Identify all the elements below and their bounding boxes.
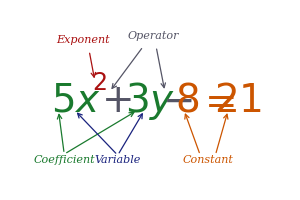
- Text: $8$: $8$: [175, 82, 199, 120]
- Text: $2$: $2$: [92, 71, 107, 95]
- Text: Coefficient: Coefficient: [33, 155, 95, 165]
- Text: $5x$: $5x$: [52, 82, 101, 120]
- Text: Operator: Operator: [128, 31, 179, 41]
- Text: $21$: $21$: [214, 82, 262, 120]
- Text: $-$: $-$: [162, 82, 192, 120]
- Text: $=$: $=$: [197, 82, 235, 120]
- Text: Variable: Variable: [94, 155, 141, 165]
- Text: $3y$: $3y$: [125, 80, 175, 122]
- Text: $+$: $+$: [101, 82, 132, 120]
- Text: Exponent: Exponent: [56, 35, 110, 45]
- Text: Constant: Constant: [183, 155, 234, 165]
